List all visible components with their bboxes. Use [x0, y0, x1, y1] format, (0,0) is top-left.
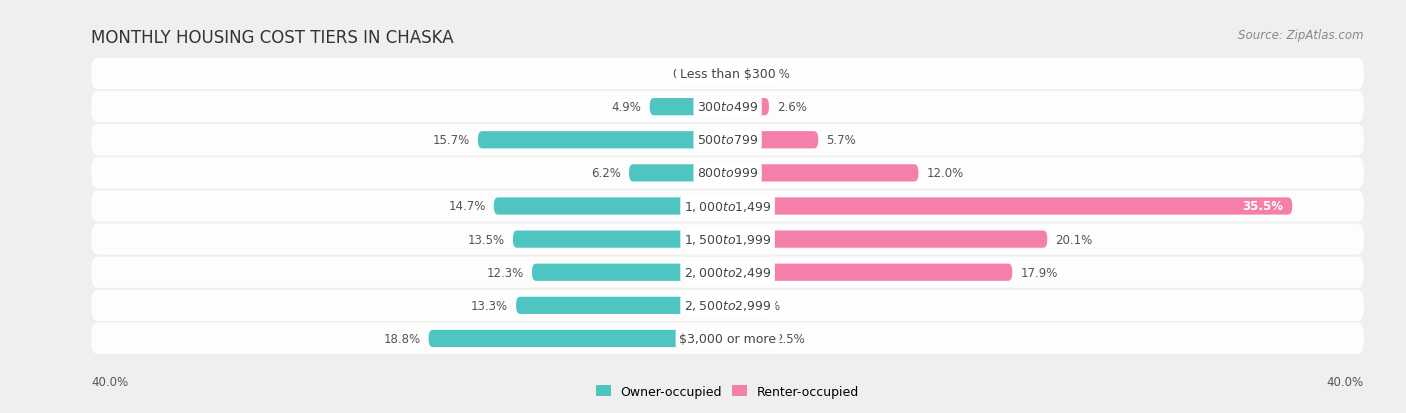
Text: 2.6%: 2.6%: [778, 101, 807, 114]
Text: 12.3%: 12.3%: [486, 266, 524, 279]
FancyBboxPatch shape: [91, 290, 1364, 321]
Text: 20.1%: 20.1%: [1056, 233, 1092, 246]
FancyBboxPatch shape: [91, 191, 1364, 222]
FancyBboxPatch shape: [478, 132, 728, 149]
Text: 0.51%: 0.51%: [744, 299, 780, 312]
FancyBboxPatch shape: [717, 66, 728, 83]
Text: 40.0%: 40.0%: [1327, 375, 1364, 388]
Text: 2.5%: 2.5%: [775, 332, 806, 345]
Text: $2,500 to $2,999: $2,500 to $2,999: [683, 299, 772, 313]
FancyBboxPatch shape: [728, 264, 1012, 281]
FancyBboxPatch shape: [728, 66, 754, 83]
FancyBboxPatch shape: [628, 165, 728, 182]
Text: $300 to $499: $300 to $499: [697, 101, 758, 114]
FancyBboxPatch shape: [513, 231, 728, 248]
FancyBboxPatch shape: [91, 224, 1364, 255]
Text: 12.0%: 12.0%: [927, 167, 963, 180]
FancyBboxPatch shape: [728, 132, 818, 149]
Text: 6.2%: 6.2%: [591, 167, 621, 180]
Text: 1.6%: 1.6%: [761, 68, 792, 81]
FancyBboxPatch shape: [728, 165, 918, 182]
Text: 13.3%: 13.3%: [471, 299, 508, 312]
FancyBboxPatch shape: [728, 99, 769, 116]
Text: Less than $300: Less than $300: [679, 68, 776, 81]
Text: $500 to $799: $500 to $799: [697, 134, 758, 147]
Text: 5.7%: 5.7%: [827, 134, 856, 147]
Text: 40.0%: 40.0%: [91, 375, 128, 388]
FancyBboxPatch shape: [91, 257, 1364, 288]
Text: 15.7%: 15.7%: [433, 134, 470, 147]
FancyBboxPatch shape: [650, 99, 728, 116]
FancyBboxPatch shape: [91, 92, 1364, 123]
Text: Source: ZipAtlas.com: Source: ZipAtlas.com: [1239, 29, 1364, 42]
Text: MONTHLY HOUSING COST TIERS IN CHASKA: MONTHLY HOUSING COST TIERS IN CHASKA: [91, 29, 454, 47]
Text: 14.7%: 14.7%: [449, 200, 486, 213]
Text: $3,000 or more: $3,000 or more: [679, 332, 776, 345]
Text: $800 to $999: $800 to $999: [697, 167, 758, 180]
FancyBboxPatch shape: [91, 158, 1364, 189]
Text: 4.9%: 4.9%: [612, 101, 641, 114]
FancyBboxPatch shape: [728, 231, 1047, 248]
FancyBboxPatch shape: [531, 264, 728, 281]
Legend: Owner-occupied, Renter-occupied: Owner-occupied, Renter-occupied: [596, 385, 859, 398]
FancyBboxPatch shape: [91, 125, 1364, 156]
FancyBboxPatch shape: [728, 330, 768, 347]
Text: 18.8%: 18.8%: [384, 332, 420, 345]
Text: $1,500 to $1,999: $1,500 to $1,999: [683, 233, 772, 247]
Text: $1,000 to $1,499: $1,000 to $1,499: [683, 199, 772, 214]
FancyBboxPatch shape: [494, 198, 728, 215]
FancyBboxPatch shape: [728, 198, 1292, 215]
FancyBboxPatch shape: [516, 297, 728, 314]
Text: 35.5%: 35.5%: [1241, 200, 1282, 213]
FancyBboxPatch shape: [91, 323, 1364, 354]
FancyBboxPatch shape: [91, 59, 1364, 90]
Text: 0.66%: 0.66%: [672, 68, 709, 81]
FancyBboxPatch shape: [728, 297, 735, 314]
Text: 13.5%: 13.5%: [468, 233, 505, 246]
Text: $2,000 to $2,499: $2,000 to $2,499: [683, 266, 772, 280]
Text: 17.9%: 17.9%: [1021, 266, 1057, 279]
FancyBboxPatch shape: [429, 330, 728, 347]
